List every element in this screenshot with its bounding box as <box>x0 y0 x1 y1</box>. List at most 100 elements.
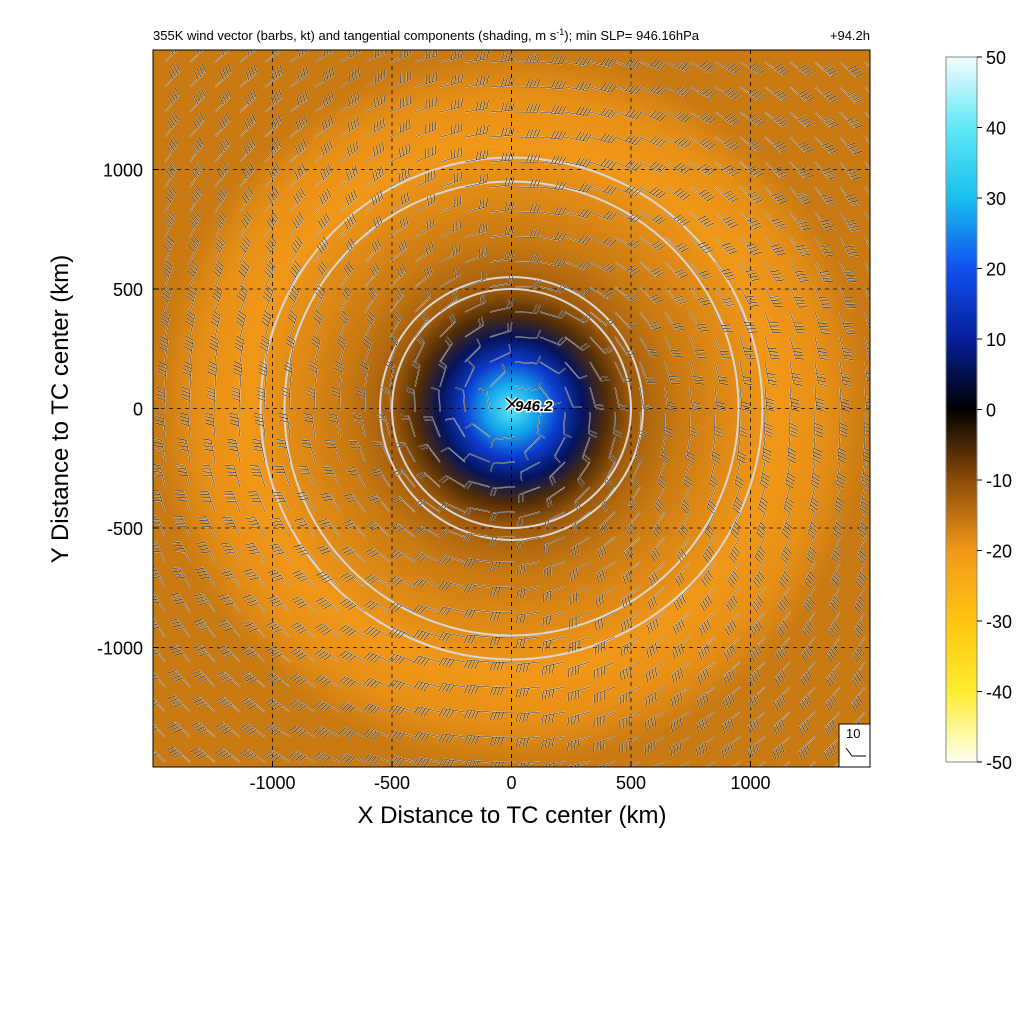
x-tick-label: 0 <box>506 773 516 793</box>
wind-barb <box>389 311 402 338</box>
wind-barb <box>414 241 434 263</box>
wind-barb <box>704 511 716 539</box>
wind-barb <box>390 496 416 513</box>
wind-barb <box>489 344 511 363</box>
wind-barb <box>439 195 462 213</box>
wind-barb <box>153 566 166 588</box>
wind-barb <box>186 285 197 313</box>
wind-barb <box>153 749 166 763</box>
wind-barb <box>523 436 541 461</box>
wind-barb <box>256 386 266 413</box>
wind-barb <box>542 586 566 602</box>
wind-barb <box>216 645 241 663</box>
wind-barb <box>314 623 341 638</box>
wind-barb <box>805 536 818 564</box>
wind-barb <box>320 492 341 513</box>
wind-barb <box>339 189 358 213</box>
wind-barb <box>773 711 791 736</box>
wind-barb <box>814 111 839 129</box>
wind-barb <box>207 360 218 388</box>
wind-barb <box>317 545 341 563</box>
y-axis: -1000 -500 0 500 1000 <box>97 161 159 659</box>
wind-barb <box>331 386 341 413</box>
wind-barb <box>567 711 591 727</box>
wind-barb <box>725 586 741 612</box>
wind-barb <box>415 471 441 488</box>
wind-barb <box>739 286 759 308</box>
wind-barb <box>517 511 541 527</box>
wind-barb <box>604 461 616 489</box>
wind-barb <box>389 50 412 63</box>
wind-barb <box>166 695 191 713</box>
wind-barb <box>242 594 266 613</box>
wind-barb <box>414 499 441 513</box>
wind-barb <box>639 110 667 122</box>
wind-barb <box>714 311 733 333</box>
wind-barb <box>812 436 822 464</box>
wind-barb <box>235 310 247 338</box>
wind-barb <box>664 286 687 305</box>
wind-barb <box>389 549 416 563</box>
wind-barb <box>588 411 598 438</box>
x-axis: -1000 -500 0 500 1000 <box>249 761 771 793</box>
wind-barb <box>303 412 316 438</box>
wind-barb <box>463 583 491 594</box>
wind-barb <box>339 598 366 613</box>
wind-barb <box>645 686 666 707</box>
wind-barb <box>413 578 441 589</box>
wind-barb <box>730 511 742 539</box>
wind-barb <box>589 386 605 410</box>
wind-barb <box>514 78 541 88</box>
wind-barb <box>381 386 391 413</box>
wind-barb <box>714 86 741 100</box>
wind-barb <box>789 286 808 308</box>
wind-barb <box>464 198 489 213</box>
wind-barb <box>464 246 488 263</box>
wind-barb <box>363 754 391 766</box>
wind-barb <box>676 536 691 563</box>
wind-barb <box>689 186 715 202</box>
wind-barb <box>647 586 666 610</box>
wind-barb <box>639 286 664 304</box>
colorbar-tick-label: 10 <box>986 330 1006 350</box>
wind-barb <box>564 56 592 66</box>
wind-barb <box>689 211 715 228</box>
colorbar-tick-label: 0 <box>986 401 996 421</box>
wind-barb <box>814 311 831 334</box>
wind-barb <box>439 98 464 113</box>
wind-barb <box>183 335 194 363</box>
wind-barb <box>515 711 541 723</box>
wind-barb <box>672 636 691 659</box>
wind-barb <box>864 211 870 223</box>
wind-barb <box>192 644 216 663</box>
wind-barb <box>539 105 567 115</box>
wind-barb <box>156 386 166 413</box>
wind-barb <box>839 211 860 232</box>
wind-barb <box>199 490 216 513</box>
wind-barb <box>664 386 677 412</box>
wind-barb <box>153 671 166 688</box>
wind-barb <box>759 461 771 489</box>
wind-barb <box>164 62 181 88</box>
wind-barb <box>176 464 191 488</box>
wind-barb <box>839 136 863 155</box>
wind-barb <box>489 536 516 546</box>
wind-barb <box>187 260 199 288</box>
wind-barb <box>539 283 567 293</box>
wind-barb <box>164 136 179 163</box>
wind-barb <box>364 118 385 138</box>
wind-barb <box>664 111 692 123</box>
wind-barb <box>764 161 789 179</box>
wind-barb <box>670 711 691 732</box>
wind-barb <box>798 736 816 761</box>
wind-barb <box>240 671 266 688</box>
wind-barb <box>364 166 384 188</box>
wind-barb <box>839 411 849 438</box>
wind-barb <box>839 161 862 181</box>
wind-barb <box>318 518 341 538</box>
wind-barb <box>489 225 515 238</box>
wind-barb <box>839 286 857 309</box>
wind-barb <box>714 136 741 151</box>
wind-barb <box>423 415 441 438</box>
